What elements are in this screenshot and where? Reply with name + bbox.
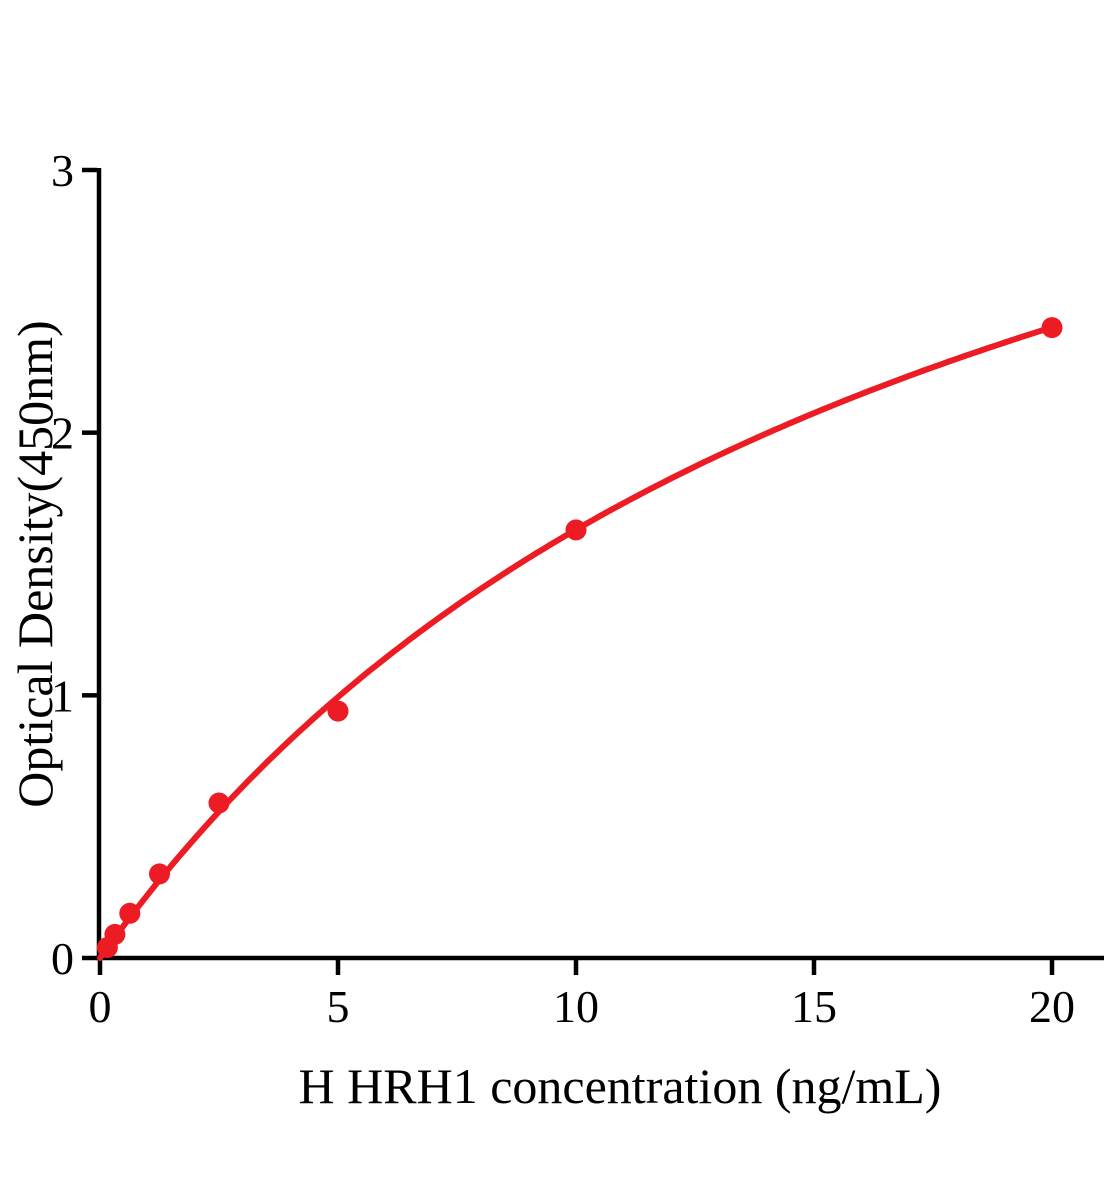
- x-axis-ticks: 0 5 10 15 20: [89, 960, 1075, 1032]
- data-point: [119, 902, 141, 924]
- x-axis-title: H HRH1 concentration (ng/mL): [299, 1058, 942, 1114]
- fit-curve: [97, 324, 1055, 961]
- data-point: [565, 519, 587, 541]
- axes: [96, 168, 1104, 961]
- x-tick-label: 5: [327, 981, 350, 1032]
- data-points-group: [96, 317, 1063, 958]
- x-tick-label: 0: [89, 981, 112, 1032]
- y-tick-label: 0: [51, 933, 74, 984]
- data-point: [327, 700, 349, 722]
- y-axis-title: Optical Density(450nm): [7, 320, 63, 807]
- y-axis-ticks: 0 1 2 3: [51, 145, 97, 984]
- y-tick-label: 1: [51, 670, 74, 721]
- data-point: [208, 792, 230, 814]
- x-tick-label: 10: [553, 981, 599, 1032]
- data-point: [1041, 317, 1063, 339]
- fit-curve-group: [97, 324, 1055, 961]
- x-tick-label: 15: [791, 981, 837, 1032]
- y-tick-label: 2: [51, 408, 74, 459]
- y-tick-label: 3: [51, 145, 74, 196]
- data-point: [149, 863, 170, 885]
- data-point: [104, 923, 126, 945]
- x-tick-label: 20: [1029, 981, 1075, 1032]
